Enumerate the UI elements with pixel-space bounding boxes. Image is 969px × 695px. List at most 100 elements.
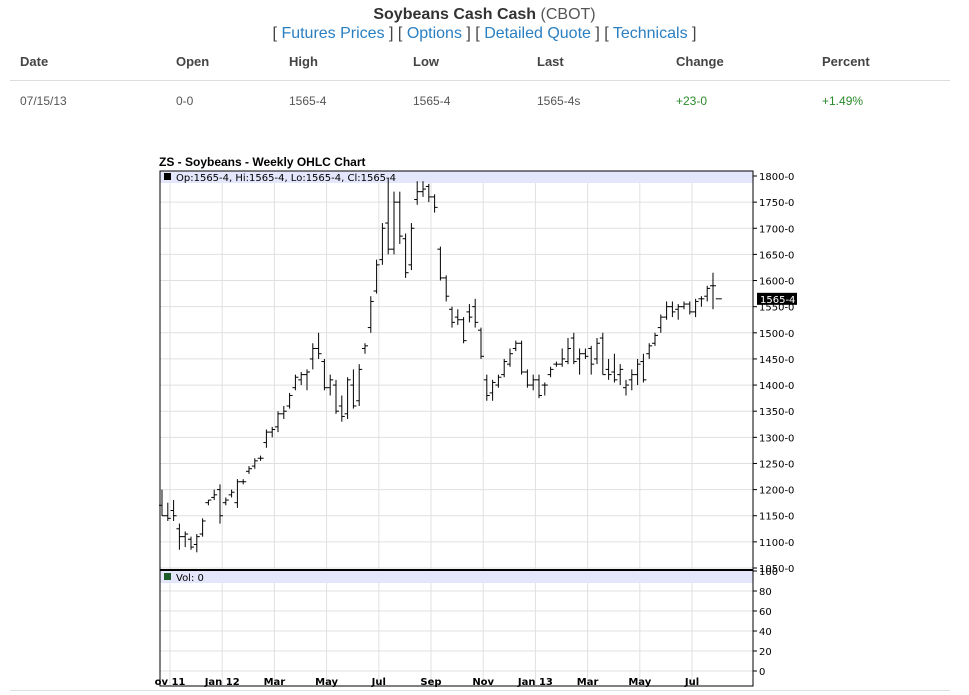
time-tick-label: ov 11: [155, 677, 186, 688]
exchange-label: (CBOT): [540, 6, 596, 23]
bottom-divider: [10, 690, 950, 691]
ohlc-bar: [669, 301, 676, 318]
ohlc-bar: [541, 382, 548, 396]
cell-date: 07/15/13: [20, 94, 67, 108]
volume-info-label: Vol: 0: [176, 573, 204, 584]
ohlc-bar: [431, 194, 438, 213]
ohlc-bar: [681, 301, 687, 310]
ohlc-bar: [240, 479, 247, 485]
time-tick-label: Mar: [577, 677, 599, 688]
ohlc-bar: [280, 405, 287, 420]
time-tick-label: Sep: [420, 677, 441, 688]
ohlc-bar: [704, 285, 711, 302]
ohlc-bar: [501, 358, 508, 378]
price-tick-label: 1600-0: [759, 277, 794, 288]
options-link[interactable]: Options: [406, 25, 462, 42]
col-last: Last: [527, 43, 666, 81]
ohlc-bar: [385, 178, 392, 255]
ohlc-bar: [275, 411, 281, 433]
quote-row: 07/15/13 0-0 1565-4 1565-4 1565-4s +23-0…: [10, 81, 950, 122]
ohlc-bar: [640, 353, 647, 383]
ohlc-bar: [182, 531, 189, 548]
volume-tick-label: 0: [759, 667, 765, 678]
price-tick-label: 1100-0: [759, 538, 794, 549]
ohlc-bar: [536, 374, 542, 399]
volume-tick-label: 80: [759, 587, 772, 598]
ohlc-bar: [594, 338, 600, 365]
price-tick-label: 1150-0: [759, 512, 794, 523]
ohlc-bar: [623, 379, 629, 396]
ohlc-bar: [217, 484, 223, 524]
ohlc-bar: [559, 348, 566, 367]
price-tick-label: 1750-0: [759, 198, 794, 209]
ohlc-bar: [350, 369, 357, 409]
ohlc-bar: [483, 374, 490, 401]
col-high: High: [279, 43, 403, 81]
volume-tick-label: 40: [759, 627, 772, 638]
ohlc-bar: [495, 374, 502, 388]
ohlc-bar: [547, 366, 554, 378]
ohlc-bar: [338, 395, 345, 422]
ohlc-bar: [646, 343, 653, 359]
last-price-label: 1565-4: [760, 295, 795, 306]
ohlc-bar: [710, 272, 716, 310]
chart-grid: [160, 171, 753, 686]
price-tick-label: 1400-0: [759, 381, 794, 392]
chart-frame: [159, 170, 754, 687]
last-price-label-bg: [757, 292, 797, 305]
ohlc-bar: [449, 306, 455, 328]
price-tick-label: 1300-0: [759, 433, 794, 444]
ohlc-bar: [321, 358, 328, 391]
ohlc-bar: [414, 181, 421, 205]
ohlc-bar: [698, 296, 705, 307]
ohlc-bar: [379, 223, 386, 265]
ohlc-bar: [211, 489, 218, 501]
ohlc-bar: [692, 298, 699, 318]
ohlc-bar: [396, 191, 403, 244]
ohlc-bar: [391, 191, 397, 255]
ohlc-bar: [617, 364, 624, 386]
ohlc-bar: [257, 455, 264, 461]
ohlc-bar: [489, 379, 496, 401]
price-tick-label: 1250-0: [759, 459, 794, 470]
price-tick-label: 1450-0: [759, 355, 794, 366]
technicals-link[interactable]: Technicals: [612, 25, 688, 42]
price-tick-label: 1200-0: [759, 486, 794, 497]
time-tick-label: May: [628, 677, 651, 688]
ohlc-bar: [309, 343, 316, 370]
ohlc-bar: [570, 332, 577, 365]
price-info-label: Op:1565-4, Hi:1565-4, Lo:1565-4, Cl:1565…: [176, 173, 396, 184]
ohlc-bars: [159, 178, 722, 553]
last-price-marker: 1565-4: [757, 292, 797, 306]
ohlc-bar: [269, 426, 276, 438]
detailed-quote-link[interactable]: Detailed Quote: [484, 25, 591, 42]
col-low: Low: [403, 43, 527, 81]
price-info-band: [160, 171, 753, 183]
ohlc-bar: [188, 536, 194, 550]
ohlc-bar: [205, 499, 212, 506]
cell-low: 1565-4: [413, 94, 451, 108]
ohlc-bar: [652, 332, 658, 346]
time-tick-label: Jan 13: [517, 677, 553, 688]
col-change: Change: [666, 43, 812, 81]
futures-prices-link[interactable]: Futures Prices: [281, 25, 385, 42]
quote-table: Date Open High Low Last Change Percent 0…: [10, 43, 950, 121]
col-percent: Percent: [812, 43, 950, 81]
ohlc-bar: [298, 372, 305, 386]
ohlc-bar: [524, 369, 531, 388]
ohlc-bar: [304, 369, 310, 391]
chart-axes: 1800-0 1750-0 1700-0 1650-0 1600-0 1550-0 1500…: [155, 172, 795, 688]
cell-change: +23-0: [676, 94, 708, 108]
ohlc-bar: [164, 502, 171, 521]
ohlc-bar: [176, 523, 183, 550]
ohlc-bar: [599, 332, 606, 376]
ohlc-bar: [228, 489, 235, 498]
volume-tick-label: 60: [759, 607, 772, 618]
ohlc-bar: [454, 309, 461, 325]
time-tick-label: Jan 12: [204, 677, 240, 688]
ohlc-bar: [251, 458, 258, 469]
ohlc-bar: [333, 379, 339, 414]
ohlc-bar: [466, 304, 473, 323]
volume-info-band: [160, 571, 753, 583]
ohlc-bar: [605, 358, 612, 380]
